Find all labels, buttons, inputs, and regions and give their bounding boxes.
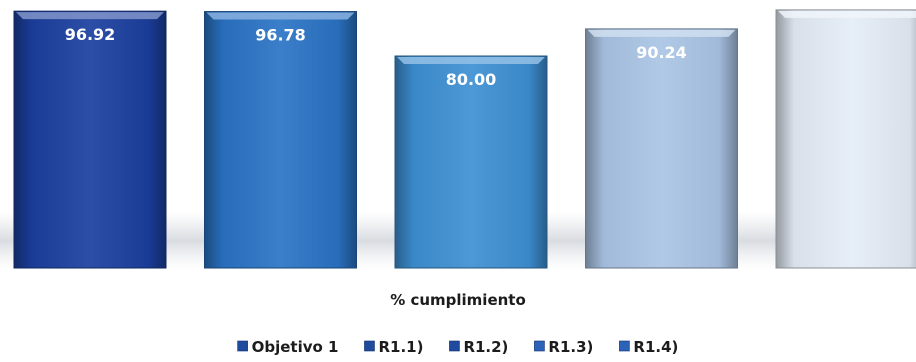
data-labels-layer: 96.92 96.78 80.00 90.24: [65, 25, 687, 89]
bar-objetivo-1: [13, 10, 167, 269]
bar-r1-1: [204, 11, 357, 269]
bar-top-bevel: [397, 57, 545, 64]
bar-r1-2: [394, 55, 548, 269]
legend-swatch: [449, 340, 460, 352]
bar-top-bevel: [16, 12, 164, 20]
data-label: 96.78: [255, 26, 306, 45]
legend-label: R1.2): [463, 338, 508, 356]
bar-r1-4: [775, 9, 916, 269]
legend-swatch: [534, 340, 545, 352]
data-label: 90.24: [636, 43, 687, 62]
legend: Objetivo 1 R1.1) R1.2) R1.3) R1.4): [237, 338, 678, 356]
bar-top-bevel: [206, 12, 355, 20]
data-label: 96.92: [65, 25, 116, 44]
legend-item: R1.4): [619, 338, 678, 356]
legend-label: Objetivo 1: [252, 338, 339, 356]
legend-swatch: [237, 340, 248, 352]
legend-label: R1.3): [548, 338, 593, 356]
legend-item: Objetivo 1: [237, 338, 339, 356]
bar-top-bevel: [587, 29, 736, 37]
bar-top-bevel: [778, 10, 916, 18]
legend-swatch: [619, 340, 630, 352]
legend-label: R1.1): [378, 338, 423, 356]
legend-item: R1.2): [449, 338, 508, 356]
legend-label: R1.4): [633, 338, 678, 356]
legend-swatch: [364, 340, 375, 352]
legend-item: R1.3): [534, 338, 593, 356]
x-axis-title: % cumplimiento: [390, 291, 526, 309]
bar-r1-3: [585, 28, 738, 269]
data-label: 80.00: [446, 70, 497, 89]
bars-layer: [13, 9, 916, 269]
legend-item: R1.1): [364, 338, 423, 356]
